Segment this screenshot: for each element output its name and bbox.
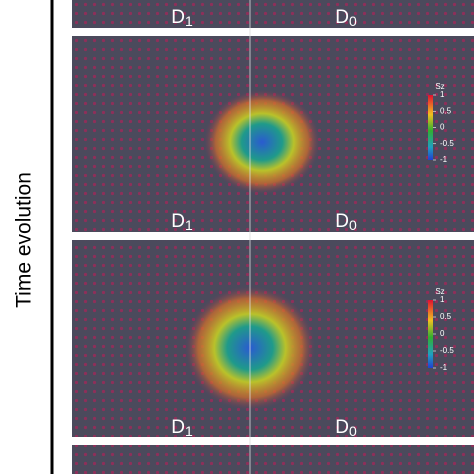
colorbar-tick-label: 0 (440, 123, 445, 132)
domain-label: D0 (335, 7, 357, 29)
skyrmion (204, 90, 320, 194)
colorbar-tick-label: -1 (440, 363, 448, 372)
colorbar-tick-label: -0.5 (440, 139, 454, 148)
colorbar-tick-label: 0 (440, 329, 445, 338)
label-letter: D (171, 417, 185, 438)
colorbar-label: Sz (435, 82, 444, 91)
label-letter: D (335, 417, 349, 438)
domain-label: D1 (171, 211, 193, 233)
separator (72, 28, 474, 36)
colorbar-tick-label: -1 (440, 155, 448, 164)
label-letter: D (335, 211, 349, 232)
domain-label: D0 (335, 211, 357, 233)
colorbar (428, 300, 433, 368)
domain-label: D0 (335, 417, 357, 439)
axis-label: Time evolution (13, 172, 36, 308)
colorbar-tick-label: 0.5 (440, 312, 452, 321)
label-subscript: 0 (349, 13, 357, 29)
label-subscript: 1 (185, 217, 193, 233)
domain-label: D1 (171, 7, 193, 29)
colorbar-tick-label: -0.5 (440, 346, 454, 355)
label-letter: D (171, 7, 185, 28)
colorbar-tick-label: 1 (440, 90, 445, 99)
separator (72, 437, 474, 445)
colorbar-label: Sz (435, 287, 444, 296)
colorbar-tick-label: 1 (440, 295, 445, 304)
label-letter: D (171, 211, 185, 232)
label-subscript: 0 (349, 217, 357, 233)
colorbar-tick-label: 0.5 (440, 106, 452, 115)
domain-label: D1 (171, 417, 193, 439)
label-letter: D (335, 7, 349, 28)
separator (72, 232, 474, 240)
label-subscript: 1 (185, 13, 193, 29)
colorbar (428, 95, 433, 160)
label-subscript: 0 (349, 423, 357, 439)
label-subscript: 1 (185, 423, 193, 439)
